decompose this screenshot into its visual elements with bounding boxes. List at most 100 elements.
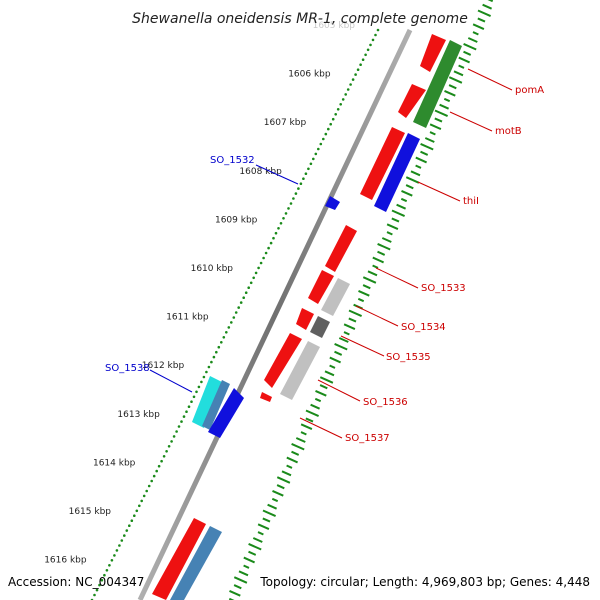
gene-SO_1535[interactable]	[310, 316, 330, 338]
gc-dash	[319, 384, 328, 390]
gc-dash	[401, 189, 413, 197]
tick-label: 1615 kbp	[69, 507, 112, 517]
tick-label: 1605 kbp	[313, 21, 356, 31]
tick-label: 1606 kbp	[288, 70, 331, 80]
label-SO_1534[interactable]: SO_1534	[401, 322, 446, 333]
gc-dash	[271, 497, 279, 503]
gc-dash	[377, 242, 391, 251]
tick-dot	[356, 68, 360, 71]
tick-dot	[304, 172, 308, 175]
tick-dot	[165, 450, 168, 453]
cds-SO_1536[interactable]	[264, 333, 302, 388]
tick-dot	[123, 534, 126, 537]
tick-dot	[327, 127, 330, 131]
label-SO_1533[interactable]: SO_1533	[421, 283, 466, 294]
gc-dash	[343, 323, 356, 331]
tick-dot	[125, 529, 129, 532]
tick-dot	[177, 425, 181, 428]
tick-dot	[344, 93, 348, 96]
gc-dash	[424, 137, 435, 143]
tick-dot	[205, 370, 208, 374]
tick-dot	[317, 147, 320, 151]
gc-dash	[463, 50, 472, 56]
tick-dot	[217, 345, 221, 349]
cds-thiI[interactable]	[360, 127, 405, 200]
gc-dash	[439, 103, 450, 110]
tick-dot	[220, 341, 223, 344]
gc-dash	[372, 256, 385, 264]
cds-SO_1537[interactable]	[260, 392, 272, 402]
tick-dot	[249, 281, 253, 285]
gc-dash	[400, 197, 408, 203]
tick-dot	[247, 286, 250, 290]
tick-dot	[197, 385, 201, 389]
label-SO_1535[interactable]: SO_1535	[386, 352, 431, 363]
label-pomA[interactable]: pomA	[515, 85, 544, 96]
label-motB[interactable]: motB	[495, 126, 522, 137]
tick-dot	[359, 63, 362, 66]
gene-SO_1538-cyan[interactable]	[192, 376, 222, 428]
gc-dash	[233, 576, 248, 584]
tick-dot	[160, 459, 163, 463]
tick-dot	[254, 271, 258, 275]
gc-dash	[405, 176, 420, 184]
label-SO_1537[interactable]: SO_1537	[345, 433, 390, 444]
gc-dash	[381, 237, 392, 243]
tick-dot	[113, 554, 116, 557]
gc-dash	[386, 231, 393, 236]
tick-dot	[118, 544, 121, 547]
tick-dot	[252, 276, 255, 280]
tick-dot	[329, 122, 333, 126]
tick-dot	[272, 236, 275, 240]
cds-motB[interactable]	[398, 84, 426, 118]
tick-dot	[222, 336, 226, 339]
cds-SO_1534[interactable]	[308, 270, 334, 304]
tick-dot	[130, 519, 134, 522]
tick-dot	[212, 355, 216, 359]
gene-SO_1538[interactable]	[208, 388, 244, 438]
gc-dash	[377, 250, 386, 256]
gene-bottom-steel[interactable]	[170, 526, 222, 600]
gc-dash	[343, 331, 350, 336]
gc-dash	[443, 97, 451, 103]
gc-dash	[300, 423, 313, 431]
gene-SO_1538-steel[interactable]	[202, 380, 230, 430]
label-SO_1532[interactable]: SO_1532	[210, 155, 255, 166]
gene-features	[152, 34, 462, 600]
tick-dot	[195, 390, 198, 394]
label-thiI[interactable]: thiI	[463, 196, 479, 207]
tick-dot	[292, 197, 295, 200]
tick-dot	[230, 321, 233, 324]
gc-dash	[448, 76, 463, 84]
tick-dot	[95, 588, 99, 592]
cds-SO_1535[interactable]	[296, 308, 314, 330]
gc-dash	[448, 84, 457, 90]
gc-dash	[420, 142, 434, 151]
gene-SO_1536[interactable]	[280, 341, 320, 400]
gene-SO_1534[interactable]	[321, 278, 350, 316]
cds-SO_1533[interactable]	[325, 225, 357, 272]
gc-dash	[467, 37, 478, 43]
tick-dot	[339, 103, 343, 106]
label-SO_1536[interactable]: SO_1536	[363, 397, 408, 408]
gene-thiI[interactable]	[374, 133, 420, 212]
gc-dash	[252, 537, 263, 543]
tick-dot	[262, 256, 265, 260]
label-SO_1538[interactable]: SO_1538	[105, 363, 150, 374]
tick-dot	[369, 43, 372, 47]
tick-dot	[267, 246, 270, 250]
cds-pomA[interactable]	[420, 34, 446, 72]
tick-dot	[207, 365, 211, 369]
tick-dot	[371, 38, 375, 42]
tick-dot	[374, 33, 377, 37]
gc-dash	[334, 342, 348, 351]
gc-dash	[291, 450, 300, 456]
tick-dot	[225, 331, 228, 334]
gc-dash	[233, 584, 242, 590]
gene-pomA[interactable]	[413, 40, 462, 128]
tick-dot	[175, 430, 178, 433]
tick-dot	[120, 539, 124, 542]
gene-SO_1532[interactable]	[325, 196, 340, 210]
cds-bottom[interactable]	[152, 518, 206, 600]
